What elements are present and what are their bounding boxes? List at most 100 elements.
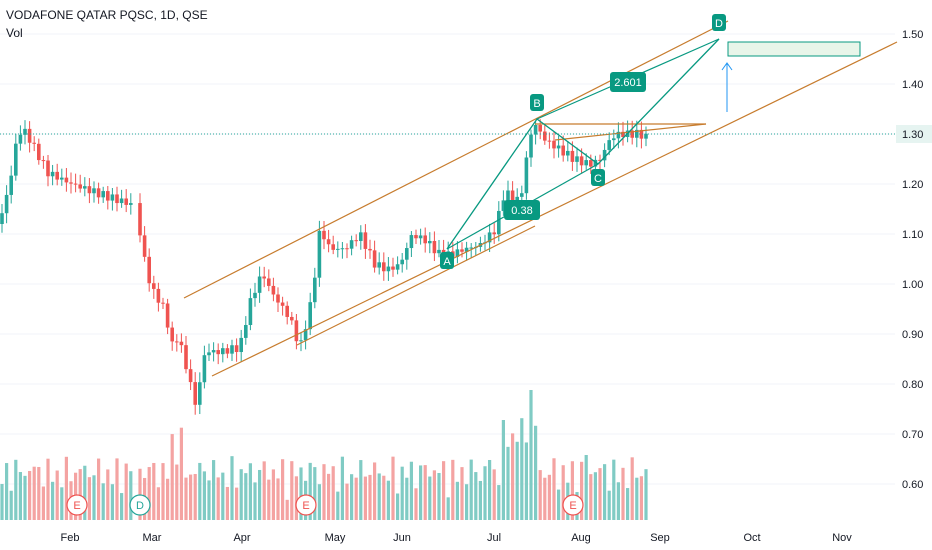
event-marker-label: D [136, 500, 144, 512]
candle-body [621, 131, 625, 138]
candle-body [188, 369, 193, 383]
volume-bar [41, 486, 45, 520]
volume-bar [248, 463, 252, 520]
candle-body [308, 302, 312, 330]
target-zone-box [727, 41, 861, 57]
candle-body [570, 150, 575, 162]
candle-body [313, 277, 317, 303]
candle-body [584, 160, 588, 166]
volume-bar [244, 473, 248, 520]
candle-body [432, 240, 437, 254]
volume-bar [138, 468, 142, 520]
candle-body [239, 337, 243, 353]
candle-body [395, 264, 400, 270]
volume-bar [46, 458, 50, 520]
candle-body [455, 249, 460, 257]
volume-bar [621, 467, 625, 520]
candle-body [405, 248, 409, 260]
volume-bar [483, 466, 487, 520]
candle-body [538, 124, 542, 132]
candle-body [221, 348, 225, 355]
volume-bar [161, 463, 165, 520]
candle-body [60, 177, 64, 180]
candle-body [469, 247, 473, 249]
volume-bar [377, 473, 381, 520]
volume-bar [37, 466, 41, 520]
candle-body [138, 203, 142, 236]
volume-bar [166, 478, 170, 520]
volume-bar [511, 433, 515, 520]
volume-bar [299, 467, 303, 520]
candle-body [69, 182, 73, 184]
candle-body [331, 244, 335, 250]
candle-body [101, 191, 105, 198]
candle-body [414, 235, 418, 239]
candle-body [248, 298, 253, 326]
y-tick-label: 1.20 [902, 179, 923, 191]
candle-body [639, 129, 644, 139]
current-price-tag-bg [896, 125, 932, 143]
volume-bar [534, 425, 538, 520]
volume-bar [630, 457, 634, 520]
candle-body [152, 283, 156, 289]
candle-body [612, 138, 616, 141]
volume-bar [520, 418, 524, 520]
event-marker-label: E [73, 500, 80, 512]
volume-bar [281, 459, 285, 520]
volume-bar [455, 481, 459, 520]
candle-body [368, 248, 372, 251]
volume-bar [580, 461, 584, 520]
candle-body [336, 248, 340, 250]
volume-bar [442, 461, 446, 520]
candle-body [589, 160, 593, 167]
volume-bar [327, 473, 331, 520]
volume-bar [64, 456, 68, 520]
ratio-label: 0.38 [511, 205, 532, 217]
volume-bar [313, 467, 317, 520]
candle-body [184, 345, 188, 370]
volume-bar [207, 480, 211, 520]
candle-body [556, 145, 561, 149]
candle-body [644, 133, 648, 139]
candle-body [418, 235, 423, 239]
y-tick-label: 1.50 [902, 29, 923, 41]
volume-bar [184, 477, 188, 520]
volume-bar [607, 490, 611, 520]
candle-body [345, 248, 349, 250]
candle-body [9, 175, 13, 195]
volume-bar [78, 469, 82, 520]
volume-bar [552, 458, 556, 520]
volume-bar [391, 456, 395, 520]
volume-bar [478, 480, 482, 520]
y-tick-label: 0.80 [902, 379, 923, 391]
candle-body [96, 188, 101, 198]
volume-bar [83, 465, 87, 520]
pattern-point-badge [591, 169, 605, 186]
volume-bar [386, 480, 390, 520]
x-tick-label: Feb [61, 532, 80, 544]
volume-bar [492, 469, 496, 520]
volume-bar [294, 476, 298, 520]
x-tick-label: May [325, 532, 346, 544]
candle-body [271, 285, 276, 295]
volume-bar [474, 472, 478, 520]
volume-bar [331, 466, 335, 520]
candle-body [630, 130, 634, 138]
volume-bar [432, 470, 436, 520]
y-tick-label: 0.70 [902, 429, 923, 441]
volume-bar [9, 490, 13, 520]
candle-body [27, 128, 32, 143]
candle-body [377, 262, 381, 268]
candle-body [211, 350, 216, 353]
volume-bar [253, 482, 257, 520]
candle-body [216, 350, 220, 355]
volume-bar [55, 470, 59, 520]
y-tick-label: 0.60 [902, 479, 923, 491]
candle-body [437, 249, 441, 254]
candle-body [83, 186, 87, 189]
candle-body [529, 134, 533, 158]
candle-body [391, 266, 395, 270]
candle-body [115, 194, 119, 204]
volume-bar [60, 487, 64, 520]
